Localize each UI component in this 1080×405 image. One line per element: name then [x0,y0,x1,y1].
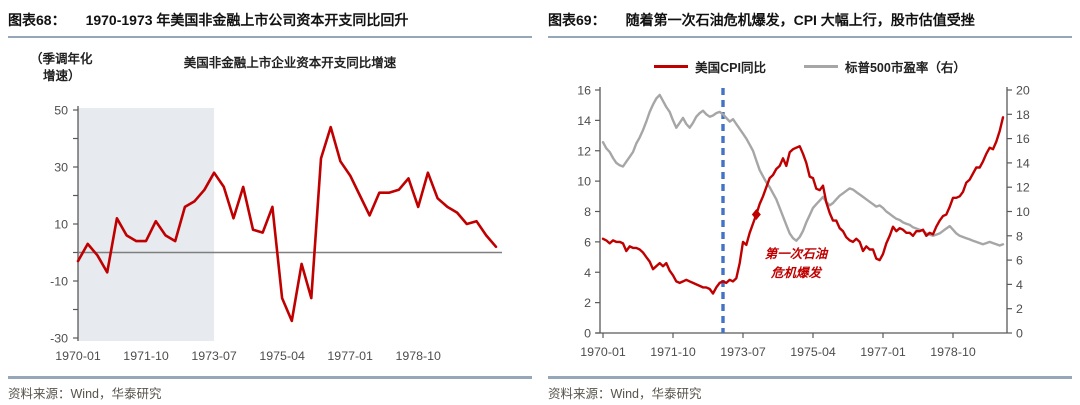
right-y-tick-label: 20 [1016,84,1030,98]
oil-crisis-diamond-marker [751,209,761,221]
figure-69-legend: 美国CPI同比 标普500市盈率（右） [540,57,1080,76]
figure-69-header: 图表69： 随着第一次石油危机爆发，CPI 大幅上行，股市估值受挫 [548,10,1072,30]
y-axis-unit-note: （季调年化 增速） [30,51,140,85]
x-axis-labels: 1970-01 1971-10 1973-07 1975-04 1977-01 1978-… [55,349,441,363]
right-y-tick-label: 0 [1016,327,1023,341]
figure-68-title-rule [8,36,532,38]
x-tick-label: 1973-07 [191,349,237,363]
figure-69-title: 随着第一次石油危机爆发，CPI 大幅上行，股市估值受挫 [625,12,975,28]
figure-68-source: 资料来源：Wind，华泰研究 [8,387,162,401]
y-tick-label: 30 [54,161,68,175]
left-y-tick-label: 16 [577,84,591,98]
y-axis-unit-note-line2: 增速） [43,69,81,83]
right-y-tick-label: 16 [1016,132,1030,146]
figure-69-source: 资料来源：Wind，华泰研究 [548,387,702,401]
y-tick-label: -30 [50,332,68,346]
x-tick-label: 1970-01 [55,349,101,363]
right-y-tick-label: 12 [1016,181,1030,195]
y-tick-label: 50 [54,104,68,118]
oil-crisis-annotation-line1: 第一次石油 [764,247,828,261]
x-tick-label: 1978-10 [930,345,976,359]
capex-yoy-line [76,125,498,323]
x-tick-label: 1975-04 [790,345,836,359]
figure-68-header: 图表68： 1970-1973 年美国非金融上市公司资本开支同比回升 [8,10,532,30]
legend-item-cpi: 美国CPI同比 [654,57,766,76]
x-tick-label: 1977-01 [860,345,906,359]
figure-69-title-rule [548,36,1072,38]
x-tick-label: 1978-10 [395,349,441,363]
oil-crisis-annotation: 第一次石油 危机爆发 [740,245,852,283]
y-tick-label: 10 [54,218,68,232]
x-tick-label: 1973-07 [720,345,766,359]
y-axis: 50 30 10 -10 -30 [50,104,79,346]
x-tick-label: 1977-01 [327,349,373,363]
left-y-tick-label: 2 [584,296,591,310]
pe-line-swatch [803,65,838,68]
figure-68: 图表68： 1970-1973 年美国非金融上市公司资本开支同比回升 （季调年化… [8,10,532,401]
y-axis-unit-note-line1: （季调年化 [30,52,93,66]
right-y-tick-label: 2 [1016,302,1023,316]
right-y-tick-label: 8 [1016,229,1023,243]
left-y-tick-label: 12 [577,144,591,158]
cpi-line-swatch [654,65,689,68]
us-cpi-line [601,116,1005,295]
capex-chart-plot: 50 30 10 -10 -30 1970-01 1971-10 1973-07 1975-04… [50,104,502,363]
right-y-tick-label: 10 [1016,205,1030,219]
left-y-tick-label: 4 [584,266,591,280]
cpi-legend-label: 美国CPI同比 [695,61,766,75]
figure-69-label: 图表69： [548,12,606,28]
sp500-pe-line [601,93,1005,247]
x-tick-label: 1975-04 [259,349,305,363]
left-y-tick-label: 0 [584,327,591,341]
shaded-period-1970-1973 [78,108,215,341]
x-tick-label: 1971-10 [650,345,696,359]
figure-68-source-rule [8,376,532,379]
y-tick-label: -10 [50,275,68,289]
figure-68-label: 图表68： [8,12,66,28]
figure-69-source-rule [548,376,1072,379]
oil-crisis-annotation-line2: 危机爆发 [770,266,821,280]
right-y-tick-label: 14 [1016,156,1030,170]
right-y-tick-label: 18 [1016,108,1030,122]
figure-69: 图表69： 随着第一次石油危机爆发，CPI 大幅上行，股市估值受挫 美国CPI同… [540,0,1080,405]
left-y-tick-label: 10 [577,175,591,189]
capex-series-legend-label: 美国非金融上市企业资本开支同比增速 [183,56,397,70]
figure-68-legend: 美国非金融上市企业资本开支同比增速 [140,52,440,71]
x-tick-label: 1970-01 [580,345,626,359]
left-y-tick-label: 14 [577,114,591,128]
left-y-tick-label: 8 [584,205,591,219]
right-y-tick-label: 4 [1016,278,1023,292]
left-y-tick-label: 6 [584,235,591,249]
pe-legend-label: 标普500市盈率（右） [844,61,966,75]
x-tick-label: 1971-10 [123,349,169,363]
right-y-tick-label: 6 [1016,254,1023,268]
figure-68-title: 1970-1973 年美国非金融上市公司资本开支同比回升 [85,12,409,28]
legend-item-pe: 标普500市盈率（右） [803,57,966,76]
